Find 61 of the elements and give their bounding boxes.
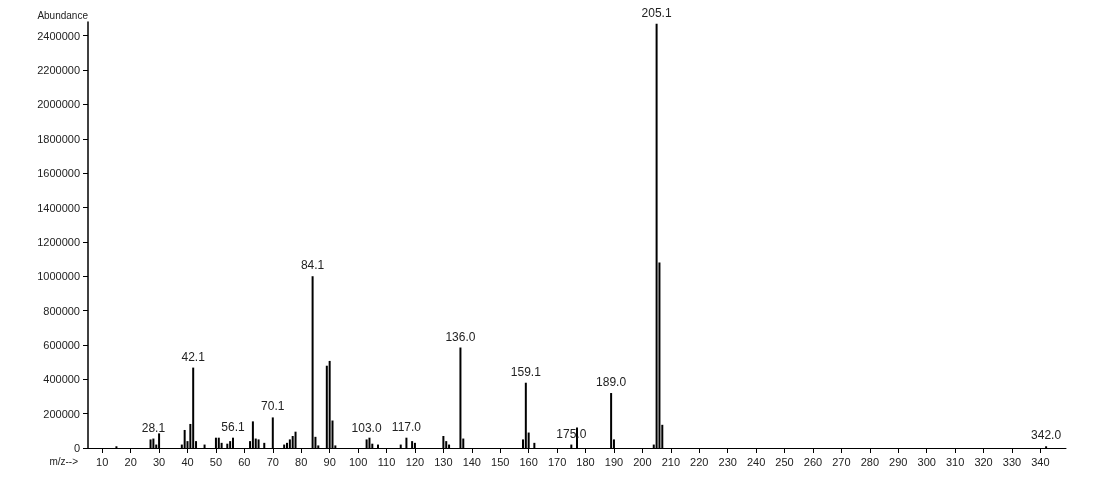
y-tick-label: 2200000 xyxy=(37,64,80,77)
annotation: 28.1 xyxy=(141,420,166,435)
x-tick-label: 70 xyxy=(266,455,279,468)
x-tick-label: 260 xyxy=(803,455,823,468)
y-tick-label: 1000000 xyxy=(37,270,80,283)
x-axis-title: m/z--> xyxy=(49,455,79,467)
x-tick-label: 220 xyxy=(690,455,709,468)
y-tick-label: 800000 xyxy=(43,304,80,317)
x-tick-label: 310 xyxy=(945,455,965,468)
x-tick-label: 300 xyxy=(917,455,936,468)
x-tick-label: 20 xyxy=(124,455,137,468)
x-tick-label: 90 xyxy=(323,455,336,468)
y-tick-label: 2000000 xyxy=(37,98,80,111)
annotation: 84.1 xyxy=(300,258,325,273)
x-tick-label: 160 xyxy=(519,455,538,468)
x-tick-label: 200 xyxy=(633,455,652,468)
annotation: 342.0 xyxy=(1031,428,1062,443)
annotation: 103.0 xyxy=(351,421,382,436)
annotation: 42.1 xyxy=(181,349,206,364)
x-tick-label: 110 xyxy=(377,455,396,468)
x-tick-label: 230 xyxy=(718,455,737,468)
x-tick-label: 190 xyxy=(604,455,624,468)
annotation: 205.1 xyxy=(641,5,672,20)
y-tick-label: 600000 xyxy=(43,338,80,351)
x-tick-label: 240 xyxy=(746,455,766,468)
x-tick-label: 140 xyxy=(462,455,481,468)
x-tick-label: 320 xyxy=(974,455,993,468)
y-tick-label: 1200000 xyxy=(37,235,80,248)
x-tick-label: 120 xyxy=(405,455,425,468)
y-tick-label: 1600000 xyxy=(37,167,80,180)
x-tick-label: 150 xyxy=(491,455,510,468)
annotation: 189.0 xyxy=(596,375,627,390)
annotation: 56.1 xyxy=(221,419,245,434)
x-tick-label: 80 xyxy=(295,455,308,468)
x-tick-label: 180 xyxy=(576,455,595,468)
y-axis-title: Abundance xyxy=(37,9,89,21)
x-tick-label: 210 xyxy=(661,455,680,468)
x-tick-label: 130 xyxy=(434,455,453,468)
x-tick-label: 100 xyxy=(348,455,368,468)
x-tick-label: 60 xyxy=(238,455,251,468)
annotation: 159.1 xyxy=(510,364,542,379)
x-tick-label: 270 xyxy=(832,455,851,468)
y-tick-label: 2400000 xyxy=(37,29,80,42)
x-tick-label: 330 xyxy=(1002,455,1022,468)
annotation: 117.0 xyxy=(391,419,422,434)
x-tick-label: 340 xyxy=(1031,455,1050,468)
x-tick-label: 280 xyxy=(860,455,880,468)
y-tick-label: 200000 xyxy=(43,407,80,420)
x-tick-label: 30 xyxy=(152,455,166,468)
x-tick-label: 40 xyxy=(181,455,194,468)
y-tick-label: 0 xyxy=(73,442,80,454)
x-tick-label: 50 xyxy=(209,455,223,468)
x-tick-label: 290 xyxy=(889,455,908,468)
y-tick-label: 1400000 xyxy=(37,201,80,214)
x-tick-label: 250 xyxy=(775,455,794,468)
annotation: 70.1 xyxy=(261,399,285,414)
y-tick-label: 1800000 xyxy=(37,132,80,145)
annotation: 136.0 xyxy=(445,329,476,344)
x-tick-label: 10 xyxy=(96,455,109,468)
y-tick-label: 400000 xyxy=(43,373,80,386)
x-tick-label: 170 xyxy=(547,455,567,468)
